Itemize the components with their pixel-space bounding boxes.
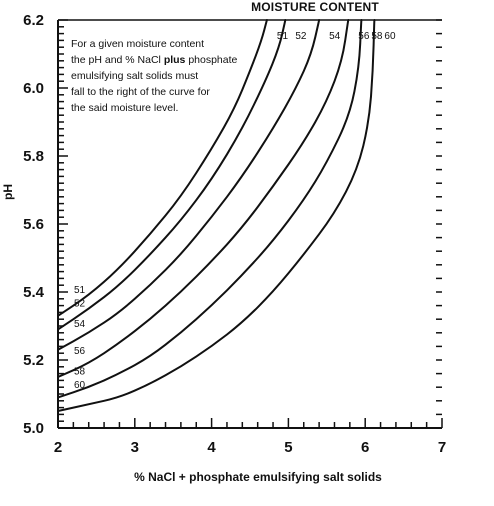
y-tick-label: 5.8: [23, 148, 44, 165]
annotation-line-3: emulsifying salt solids must: [71, 70, 198, 82]
annotation-line-5: the said moisture level.: [71, 102, 178, 114]
y-tick-label: 5.4: [23, 284, 45, 301]
curve-label-right-60: 60: [384, 31, 396, 42]
curve-56: [57, 19, 350, 378]
curve-52: [57, 19, 287, 331]
annotation-line-2: the pH and % NaCl plus phosphate: [71, 54, 238, 66]
x-tick-label: 4: [207, 439, 216, 456]
tick-marks: [57, 19, 443, 429]
chart-title: MOISTURE CONTENT: [251, 0, 379, 14]
y-tick-labels: 5.0 5.2 5.4 5.6 5.8 6.0 6.2: [23, 12, 45, 437]
curve-58: [57, 19, 363, 399]
x-tick-label: 3: [131, 439, 139, 456]
x-tick-label: 5: [284, 439, 292, 456]
curve-60: [57, 19, 376, 412]
curve-label-right-51: 51: [277, 31, 289, 42]
curve-label-left-56: 56: [74, 346, 86, 357]
annotation-line-4: fall to the right of the curve for: [71, 86, 210, 98]
y-tick-label: 5.2: [23, 352, 44, 369]
curve-label-right-54: 54: [329, 31, 341, 42]
x-tick-label: 6: [361, 439, 369, 456]
y-axis-title: pH: [1, 184, 15, 200]
curve-label-left-54: 54: [74, 319, 86, 330]
curve-label-right-52: 52: [295, 31, 307, 42]
x-tick-labels: 2 3 4 5 6 7: [54, 439, 446, 456]
curve-label-left-60: 60: [74, 380, 86, 391]
x-tick-label: 2: [54, 439, 62, 456]
x-axis-title: % NaCl + phosphate emulsifying salt soli…: [134, 470, 382, 484]
y-tick-label: 5.6: [23, 216, 44, 233]
curve-51: [57, 19, 268, 317]
curve-54: [57, 19, 321, 351]
y-tick-label: 5.0: [23, 420, 44, 437]
curve-label-left-58: 58: [74, 366, 86, 377]
y-tick-label: 6.2: [23, 12, 44, 29]
annotation-line-1: For a given moisture content: [71, 38, 204, 50]
curves: [57, 19, 376, 412]
curve-label-right-56: 56: [358, 31, 370, 42]
annotation: For a given moisture content the pH and …: [71, 38, 238, 114]
curve-label-right-58: 58: [371, 31, 383, 42]
curve-label-left-51: 51: [74, 285, 86, 296]
x-tick-label: 7: [438, 439, 446, 456]
y-tick-label: 6.0: [23, 80, 44, 97]
curve-label-left-52: 52: [74, 298, 86, 309]
